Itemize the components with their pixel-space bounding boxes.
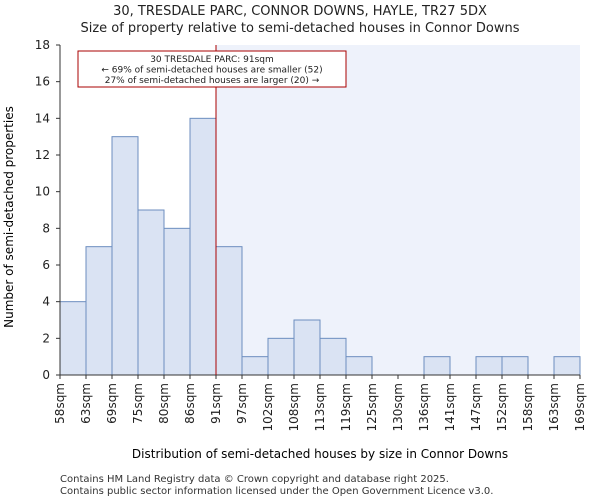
x-tick-label: 80sqm	[157, 383, 171, 424]
x-axis-label: Distribution of semi-detached houses by …	[132, 447, 508, 461]
y-tick-label: 0	[42, 368, 50, 382]
y-tick-label: 2	[42, 331, 50, 345]
histogram-bar	[215, 246, 243, 376]
x-tick-label: 158sqm	[521, 383, 535, 431]
x-tick-label: 136sqm	[417, 383, 431, 431]
x-tick-label: 97sqm	[235, 383, 249, 424]
annotation-line-2: ← 69% of semi-detached houses are smalle…	[101, 66, 322, 76]
histogram-bar	[553, 356, 581, 376]
x-tick-label: 152sqm	[495, 383, 509, 431]
y-tick-label: 12	[35, 148, 50, 162]
histogram-bar	[59, 301, 87, 376]
histogram-bar	[137, 209, 165, 376]
x-tick-label: 163sqm	[547, 383, 561, 431]
histogram-bar	[189, 117, 217, 376]
histogram-bar	[423, 356, 451, 376]
y-tick-label: 8	[42, 221, 50, 235]
y-tick-label: 6	[42, 258, 50, 272]
histogram-bar	[345, 356, 373, 376]
x-tick-label: 113sqm	[313, 383, 327, 431]
larger-region-highlight	[216, 45, 580, 375]
x-tick-label: 75sqm	[131, 383, 145, 424]
histogram-bar	[267, 337, 295, 376]
x-tick-label: 86sqm	[183, 383, 197, 424]
x-tick-label: 169sqm	[573, 383, 587, 431]
x-tick-label: 119sqm	[339, 383, 353, 431]
annotation-box	[77, 50, 347, 88]
x-tick-label: 58sqm	[53, 383, 67, 424]
chart-title-line2: Size of property relative to semi-detach…	[80, 21, 520, 36]
chart-title-line1: 30, TRESDALE PARC, CONNOR DOWNS, HAYLE, …	[113, 4, 487, 19]
histogram-bar	[293, 319, 321, 376]
annotation-line-3: 27% of semi-detached houses are larger (…	[105, 76, 320, 86]
annotation-line-1: 30 TRESDALE PARC: 91sqm	[150, 55, 274, 65]
x-tick-label: 69sqm	[105, 383, 119, 424]
histogram-bar	[475, 356, 503, 376]
histogram-bar	[501, 356, 529, 376]
y-tick-label: 14	[35, 111, 50, 125]
y-axis-label: Number of semi-detached properties	[2, 106, 16, 328]
x-tick-label: 102sqm	[261, 383, 275, 431]
histogram-bar	[85, 246, 113, 376]
y-tick-label: 4	[42, 295, 50, 309]
x-tick-label: 125sqm	[365, 383, 379, 431]
x-tick-label: 147sqm	[469, 383, 483, 431]
histogram-bar	[163, 227, 191, 376]
y-tick-label: 18	[35, 38, 50, 52]
x-tick-label: 130sqm	[391, 383, 405, 431]
x-tick-label: 141sqm	[443, 383, 457, 431]
y-tick-label: 10	[35, 185, 50, 199]
histogram-bar	[241, 356, 269, 376]
histogram-bar	[111, 136, 139, 376]
footer-line2: Contains public sector information licen…	[60, 486, 494, 497]
histogram-bar	[319, 337, 347, 376]
x-tick-label: 108sqm	[287, 383, 301, 431]
y-tick-label: 16	[35, 75, 50, 89]
x-tick-label: 91sqm	[209, 383, 223, 424]
footer-line1: Contains HM Land Registry data © Crown c…	[60, 474, 449, 485]
x-tick-label: 63sqm	[79, 383, 93, 424]
